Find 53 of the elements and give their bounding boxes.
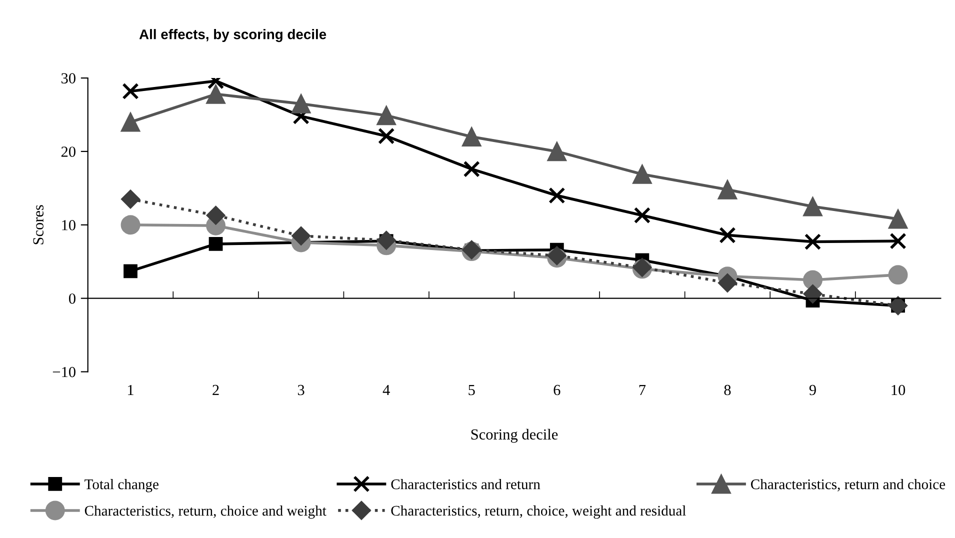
point	[890, 232, 906, 250]
x-tick-label: 7	[639, 385, 646, 396]
point	[462, 127, 482, 146]
point	[292, 226, 311, 246]
point	[206, 84, 226, 104]
point	[124, 264, 138, 278]
point	[632, 164, 652, 184]
point	[888, 209, 908, 229]
x-tick-label: 5	[468, 385, 475, 396]
point	[888, 265, 908, 285]
x-tick-label: 8	[724, 384, 731, 396]
y-tick-label: 30	[62, 73, 76, 84]
x-axis-title: Scoring decile	[471, 428, 558, 443]
point	[634, 207, 651, 224]
y-axis-title: Scores	[33, 205, 44, 244]
point	[378, 128, 395, 144]
point	[376, 230, 396, 250]
legend-label: Total change	[84, 478, 158, 492]
point	[120, 215, 140, 235]
point	[718, 180, 738, 200]
point	[122, 82, 139, 100]
point	[803, 270, 822, 290]
point	[547, 142, 567, 162]
y-tick-label: 20	[61, 146, 76, 157]
point	[888, 296, 908, 316]
point	[120, 112, 140, 132]
legend-label: Characteristics, return, choice, weight and residual	[391, 505, 686, 519]
point	[804, 233, 822, 250]
point	[463, 160, 480, 178]
chart-title: All effects, by scoring decile	[139, 29, 326, 42]
legend-label: Characteristics, return, choice and weight	[84, 505, 326, 519]
legend-label: Characteristics and return	[391, 478, 540, 490]
x-tick-label: 2	[212, 384, 219, 396]
x-tick-label: 6	[554, 384, 560, 396]
y-tick-label: 0	[69, 293, 76, 304]
x-tick-label: 4	[382, 384, 390, 396]
point	[718, 273, 738, 292]
y-tick-label: 10	[62, 220, 76, 230]
point	[208, 237, 223, 251]
point	[291, 94, 311, 114]
x-tick-label: 1	[128, 384, 134, 396]
point	[803, 196, 822, 216]
x-tick-label: 3	[298, 384, 304, 396]
point	[376, 106, 396, 126]
x-tick-label: 10	[892, 384, 906, 396]
point	[120, 190, 140, 209]
x-tick-label: 9	[809, 384, 816, 396]
point	[206, 206, 226, 225]
point	[803, 284, 822, 304]
point	[719, 226, 736, 244]
y-tick-label: −10	[52, 366, 76, 378]
point	[548, 187, 566, 204]
legend-label: Characteristics, return and choice	[750, 478, 946, 492]
